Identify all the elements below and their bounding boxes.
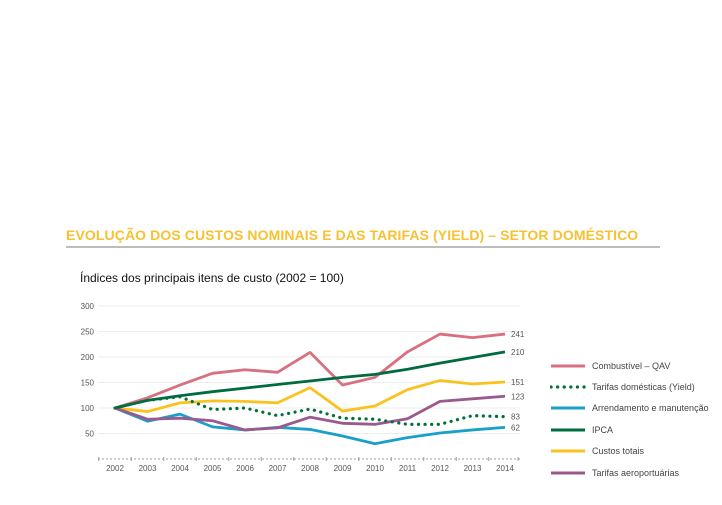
- legend-swatch: [550, 385, 586, 389]
- x-tick-label: 2002: [106, 464, 124, 473]
- y-tick-label: 250: [81, 328, 95, 337]
- x-tick-label: 2014: [496, 464, 514, 473]
- x-tick-label: 2010: [366, 464, 384, 473]
- x-tick-label: 2008: [301, 464, 319, 473]
- x-tick-label: 2007: [269, 464, 287, 473]
- legend-label: IPCA: [592, 424, 614, 435]
- legend-swatch: [551, 364, 585, 368]
- page-header: EVOLUÇÃO DOS CUSTOS NOMINAIS E DAS TARIF…: [66, 226, 660, 248]
- chart-subtitle: Índices dos principais itens de custo (2…: [80, 271, 344, 285]
- legend-label: Combustível – QAV: [592, 360, 671, 371]
- legend-label: Tarifas domésticas (Yield): [592, 382, 695, 393]
- x-tick-label: 2012: [431, 464, 449, 473]
- page-title: EVOLUÇÃO DOS CUSTOS NOMINAIS E DAS TARIF…: [66, 227, 639, 243]
- series-line-2: [114, 406, 506, 446]
- x-tick-label: 2005: [204, 464, 222, 473]
- legend-swatch: [551, 428, 585, 432]
- end-value-label: 241: [511, 330, 525, 339]
- end-value-label: 210: [511, 348, 525, 357]
- legend-swatch: [551, 406, 585, 410]
- end-value-label: 83: [511, 413, 520, 422]
- legend-item: IPCA: [550, 419, 709, 440]
- series-line-4: [114, 379, 506, 413]
- x-tick-label: 2003: [139, 464, 157, 473]
- series-line-0: [114, 332, 506, 410]
- y-tick-label: 50: [85, 430, 94, 439]
- x-tick-label: 2013: [464, 464, 482, 473]
- legend-swatch: [551, 449, 585, 453]
- legend-swatch: [551, 471, 585, 475]
- legend-item: Combustível – QAV: [550, 355, 709, 376]
- chart-legend: Combustível – QAV Tarifas domésticas (Yie…: [550, 355, 709, 483]
- legend-item: Arrendamento e manutenção: [550, 398, 709, 419]
- end-value-label: 62: [511, 423, 520, 432]
- legend-label: Custos totais: [592, 446, 645, 457]
- legend-item: Tarifas aeroportuárias: [550, 462, 709, 483]
- legend-item: Custos totais: [550, 441, 709, 462]
- y-tick-label: 100: [81, 404, 95, 413]
- end-value-label: 123: [511, 392, 525, 401]
- x-tick-label: 2006: [236, 464, 254, 473]
- legend-label: Arrendamento e manutenção: [592, 403, 709, 414]
- y-tick-label: 200: [81, 353, 95, 362]
- series-line-1: [113, 395, 507, 426]
- series-line-5: [114, 394, 506, 432]
- legend-label: Tarifas aeroportuárias: [592, 467, 680, 478]
- title-divider: [66, 246, 660, 248]
- end-value-label: 151: [511, 378, 525, 387]
- y-tick-label: 150: [81, 379, 95, 388]
- x-tick-label: 2011: [399, 464, 417, 473]
- x-tick-label: 2009: [334, 464, 352, 473]
- legend-item: Tarifas domésticas (Yield): [550, 376, 709, 397]
- y-tick-label: 300: [81, 302, 95, 311]
- x-tick-label: 2004: [171, 464, 189, 473]
